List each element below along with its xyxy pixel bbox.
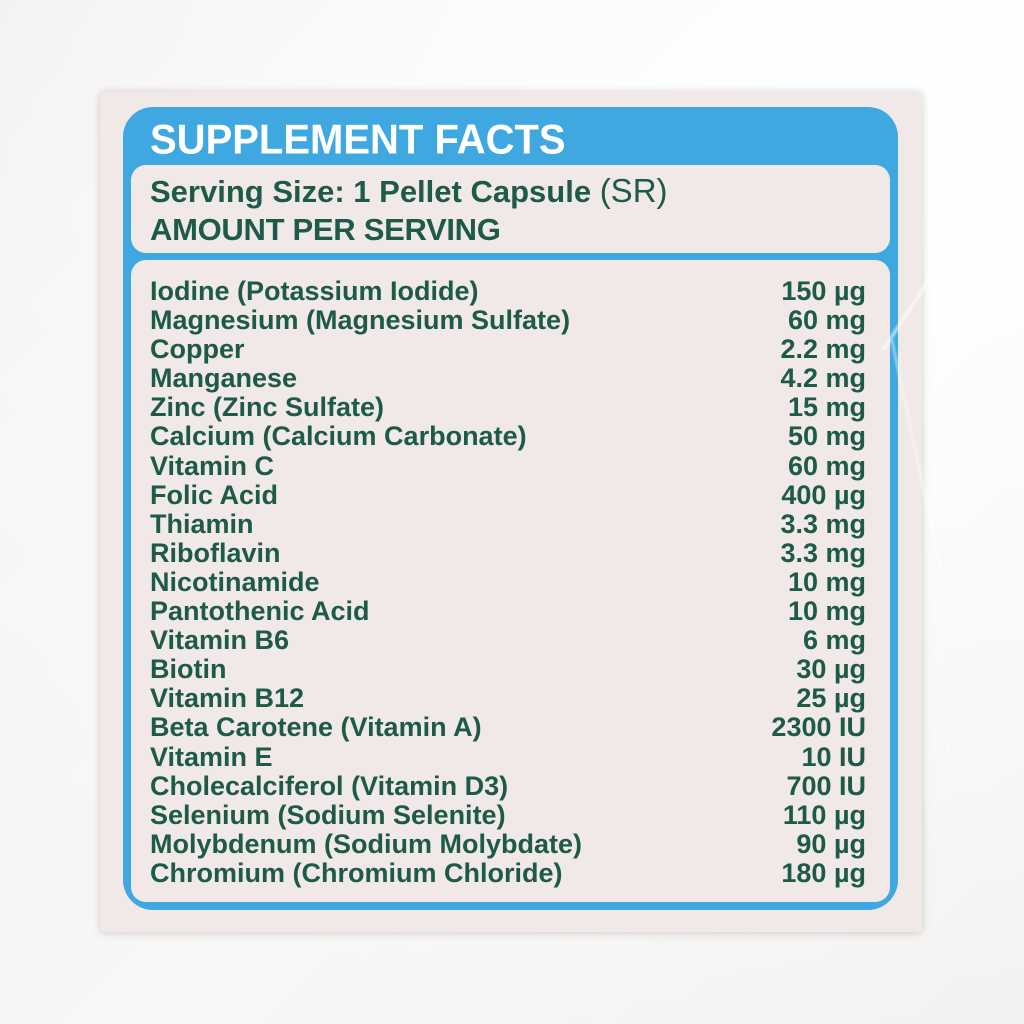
nutrient-name: Selenium (Sodium Selenite)	[150, 799, 506, 830]
nutrient-name: Biotin	[150, 654, 227, 685]
nutrient-name: Chromium (Chromium Chloride)	[150, 857, 563, 888]
nutrient-row: Thiamin 3.3 mg	[150, 508, 866, 539]
nutrient-row: Iodine (Potassium Iodide) 150 µg	[150, 276, 866, 306]
label-frame: SUPPLEMENT FACTS Serving Size: 1 Pellet …	[123, 107, 898, 910]
nutrient-name: Thiamin	[150, 508, 254, 539]
nutrient-amount: 15 mg	[787, 392, 866, 423]
header-band: SUPPLEMENT FACTS	[131, 115, 890, 165]
nutrient-row: Zinc (Zinc Sulfate) 15 mg	[150, 393, 866, 422]
nutrient-row: Vitamin B6 6 mg	[150, 626, 866, 655]
nutrient-name: Copper	[150, 334, 245, 365]
nutrient-row: Chromium (Chromium Chloride) 180 µg	[150, 857, 866, 888]
nutrient-row: Manganese 4.2 mg	[150, 364, 866, 393]
nutrient-amount: 2.2 mg	[780, 334, 866, 365]
nutrient-row: Calcium (Calcium Carbonate) 50 mg	[150, 422, 866, 451]
nutrient-amount: 60 mg	[787, 450, 866, 481]
serving-size-suffix: (SR)	[599, 172, 668, 210]
nutrient-amount: 150 µg	[781, 276, 866, 306]
nutrient-name: Iodine (Potassium Iodide)	[150, 276, 479, 306]
nutrient-name: Calcium (Calcium Carbonate)	[150, 421, 527, 452]
amount-per-serving-header: AMOUNT PER SERVING	[150, 211, 501, 247]
nutrient-row: Molybdenum (Sodium Molybdate) 90 µg	[150, 828, 866, 859]
nutrient-name: Vitamin B6	[150, 625, 290, 656]
nutrient-amount: 25 µg	[796, 683, 866, 714]
nutrient-row: Magnesium (Magnesium Sulfate) 60 mg	[150, 305, 866, 336]
nutrient-row: Riboflavin 3.3 mg	[150, 537, 866, 568]
nutrient-row: Copper 2.2 mg	[150, 335, 866, 364]
nutrient-amount: 30 µg	[796, 654, 866, 685]
nutrient-amount: 10 IU	[801, 741, 866, 772]
nutrient-panel: Iodine (Potassium Iodide) 150 µg Magnesi…	[131, 260, 890, 902]
label-sticker: SUPPLEMENT FACTS Serving Size: 1 Pellet …	[100, 92, 987, 932]
nutrient-name: Vitamin C	[150, 450, 275, 481]
serving-size-line: Serving Size: 1 Pellet Capsule (SR)	[150, 173, 870, 209]
nutrient-name: Vitamin E	[150, 741, 273, 772]
crease-line	[935, 592, 954, 792]
nutrient-row: Vitamin C 60 mg	[150, 450, 866, 481]
nutrient-row: Pantothenic Acid 10 mg	[150, 596, 866, 627]
nutrient-amount: 110 µg	[782, 799, 866, 830]
nutrient-name: Cholecalciferol (Vitamin D3)	[150, 770, 509, 801]
nutrient-row: Nicotinamide 10 mg	[150, 566, 866, 597]
nutrient-amount: 10 mg	[787, 596, 866, 627]
nutrient-name: Magnesium (Magnesium Sulfate)	[150, 305, 571, 336]
blue-divider	[131, 253, 890, 260]
nutrient-amount: 10 mg	[787, 566, 866, 597]
nutrient-amount: 90 µg	[796, 828, 866, 859]
nutrient-amount: 60 mg	[787, 305, 866, 336]
label-title: SUPPLEMENT FACTS	[150, 117, 566, 163]
nutrient-amount: 4.2 mg	[780, 363, 866, 394]
nutrient-row: Biotin 30 µg	[150, 655, 866, 684]
nutrient-amount: 180 µg	[781, 857, 866, 888]
nutrient-name: Folic Acid	[150, 479, 279, 510]
serving-panel: Serving Size: 1 Pellet Capsule (SR) AMOU…	[131, 165, 890, 253]
nutrient-amount: 700 IU	[786, 770, 866, 801]
nutrient-row: Cholecalciferol (Vitamin D3) 700 IU	[150, 770, 866, 801]
nutrient-amount: 6 mg	[802, 625, 866, 656]
nutrient-name: Molybdenum (Sodium Molybdate)	[150, 828, 582, 859]
nutrient-name: Zinc (Zinc Sulfate)	[150, 392, 385, 423]
serving-size-text: Serving Size: 1 Pellet Capsule	[150, 174, 592, 210]
crease-line	[888, 339, 954, 615]
nutrient-name: Pantothenic Acid	[150, 596, 370, 627]
nutrient-amount: 3.3 mg	[780, 537, 866, 568]
nutrient-row: Vitamin B12 25 µg	[150, 684, 866, 713]
nutrient-amount: 400 µg	[781, 479, 866, 510]
nutrient-name: Beta Carotene (Vitamin A)	[150, 712, 482, 743]
nutrient-row: Selenium (Sodium Selenite) 110 µg	[150, 799, 866, 830]
nutrient-amount: 2300 IU	[771, 712, 866, 743]
nutrient-row: Vitamin E 10 IU	[150, 741, 866, 772]
nutrient-amount: 3.3 mg	[780, 508, 866, 539]
nutrient-name: Manganese	[150, 363, 298, 394]
nutrient-row: Folic Acid 400 µg	[150, 479, 866, 510]
nutrient-name: Nicotinamide	[150, 566, 320, 597]
nutrient-name: Vitamin B12	[150, 683, 305, 714]
nutrient-name: Riboflavin	[150, 537, 281, 568]
nutrient-row: Beta Carotene (Vitamin A) 2300 IU	[150, 713, 866, 742]
nutrient-amount: 50 mg	[787, 421, 866, 452]
